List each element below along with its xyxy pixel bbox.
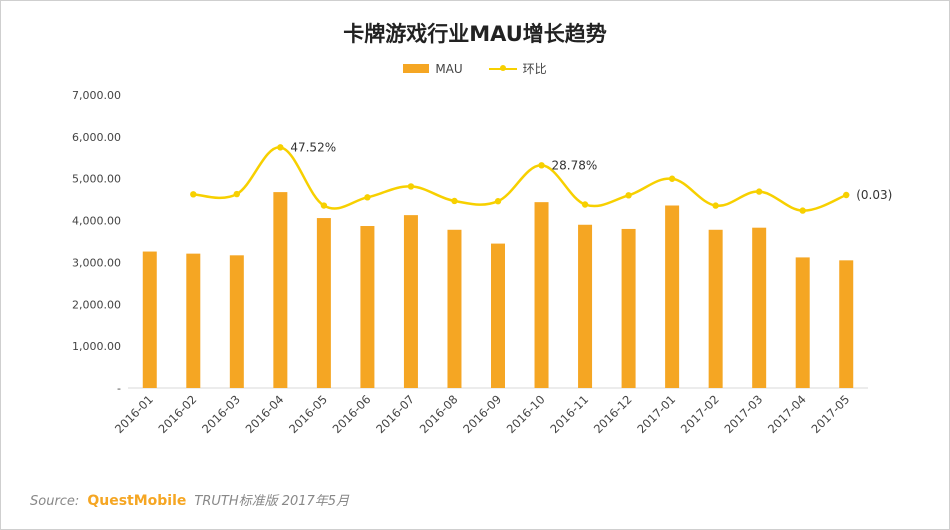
legend-label-mau: MAU <box>435 61 463 76</box>
line-mom <box>193 146 847 212</box>
y-tick-label: 6,000.00 <box>72 131 121 144</box>
y-tick-label: 5,000.00 <box>72 173 121 186</box>
legend-item-mau: MAU <box>403 61 463 76</box>
bar-mau <box>534 202 549 388</box>
bar-mau <box>142 251 157 388</box>
x-tick-label: 2017-05 <box>808 392 852 436</box>
y-tick-label: 4,000.00 <box>72 215 121 228</box>
bar-mau <box>229 255 244 388</box>
legend-bar-swatch <box>403 64 430 73</box>
y-tick-label: 7,000.00 <box>72 89 121 102</box>
bar-mau <box>447 229 462 388</box>
y-tick-label: 3,000.00 <box>72 256 121 269</box>
x-tick-label: 2016-05 <box>286 392 330 436</box>
point-mom <box>364 194 371 201</box>
bar-mau <box>403 215 418 388</box>
x-tick-label: 2017-04 <box>765 392 809 436</box>
bar-mau <box>273 192 288 388</box>
point-mom <box>233 190 241 198</box>
point-mom <box>407 183 415 190</box>
x-tick-label: 2016-02 <box>156 392 200 436</box>
data-label-annotation: 47.52% <box>290 140 336 154</box>
y-tick-label: 1,000.00 <box>72 340 121 353</box>
y-tick-label: 2,000.00 <box>72 298 121 311</box>
point-mom <box>451 197 458 205</box>
chart-title: 卡牌游戏行业MAU增长趋势 <box>343 22 607 46</box>
bar-mau <box>621 228 636 388</box>
x-tick-label: 2016-10 <box>504 392 548 436</box>
point-mom <box>755 188 763 195</box>
x-tick-label: 2016-06 <box>330 392 374 436</box>
x-tick-label: 2016-01 <box>112 392 156 436</box>
bar-mau <box>752 227 767 388</box>
x-tick-label: 2017-03 <box>721 392 765 436</box>
bar-mau <box>665 205 680 388</box>
point-mom <box>277 144 284 151</box>
point-mom <box>712 202 719 209</box>
x-tick-label: 2016-03 <box>199 392 243 436</box>
bar-mau <box>839 260 854 388</box>
x-tick-label: 2016-08 <box>417 392 461 436</box>
point-mom <box>320 202 328 209</box>
bar-mau <box>795 257 810 388</box>
x-tick-label: 2017-01 <box>634 392 678 436</box>
bar-mau <box>186 253 201 388</box>
point-mom <box>494 198 502 205</box>
source-brand: QuestMobile <box>87 493 187 509</box>
source-prefix: Source: <box>30 494 80 509</box>
x-tick-label: 2016-04 <box>243 392 287 436</box>
x-tick-label: 2016-12 <box>591 392 635 436</box>
legend-label-mom: 环比 <box>522 62 547 76</box>
point-mom <box>625 192 632 199</box>
point-mom <box>843 191 850 199</box>
bar-mau <box>491 243 505 388</box>
bar-mau <box>578 224 593 388</box>
y-tick-label: - <box>117 382 121 395</box>
chart-legend: MAU 环比 <box>0 60 950 77</box>
source-note: Source: QuestMobile TRUTH标准版 2017年5月 <box>30 490 349 509</box>
x-tick-label: 2016-11 <box>547 392 591 436</box>
legend-line-swatch <box>488 64 517 74</box>
source-suffix: TRUTH标准版 2017年5月 <box>194 494 350 509</box>
point-mom <box>190 191 197 198</box>
point-mom <box>581 201 589 208</box>
legend-item-mom: 环比 <box>488 60 547 77</box>
data-label-annotation: (0.03) <box>856 188 892 202</box>
point-mom <box>538 162 545 169</box>
bar-mau <box>316 218 331 388</box>
x-tick-label: 2016-07 <box>373 392 417 436</box>
data-label-annotation: 28.78% <box>552 158 598 172</box>
point-mom <box>799 207 806 214</box>
bar-mau <box>360 226 375 388</box>
bar-mau <box>708 229 723 388</box>
x-tick-label: 2017-02 <box>678 392 722 436</box>
point-mom <box>668 175 676 182</box>
x-tick-label: 2016-09 <box>460 392 504 436</box>
